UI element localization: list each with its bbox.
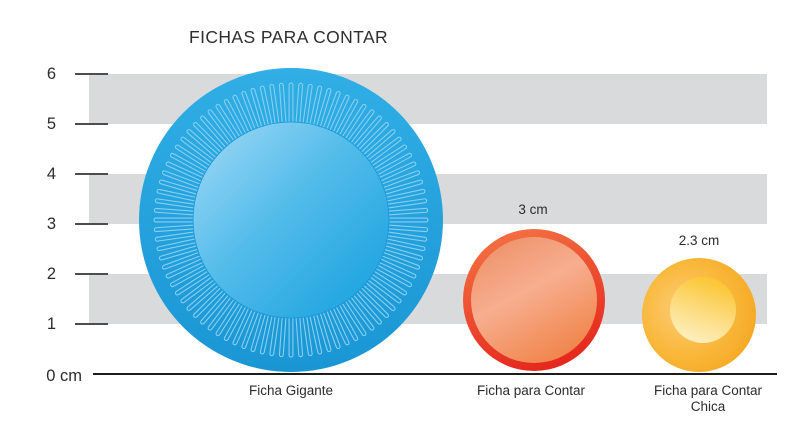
yellow-chip-face	[670, 277, 736, 343]
orange-chip-size-label: 3 cm	[518, 202, 548, 217]
tick-mark-1	[75, 323, 108, 325]
axis-baseline	[93, 373, 777, 375]
orange-chip-face	[471, 237, 597, 363]
axis-tick-label-3: 3	[46, 215, 56, 233]
ficha-para-contar-chica-chip	[642, 258, 756, 372]
tick-mark-2	[75, 273, 108, 275]
tick-mark-4	[75, 173, 108, 175]
ficha-para-contar-chip	[463, 229, 605, 371]
ficha-gigante-label: Ficha Gigante	[181, 383, 401, 399]
axis-tick-label-2: 2	[46, 265, 56, 283]
blue-chip-face	[192, 121, 390, 319]
ficha-para-contar-label-line1: Ficha para Contar	[476, 383, 586, 398]
axis-tick-label-1: 1	[46, 315, 56, 333]
ficha-gigante-chip	[139, 68, 443, 372]
tick-mark-6	[75, 73, 108, 75]
axis-zero-label: 0 cm	[46, 367, 82, 385]
ficha-chica-label-line1: Ficha para Contar	[653, 383, 763, 398]
axis-tick-label-6: 6	[46, 65, 56, 83]
chart-title: FICHAS PARA CONTAR	[189, 27, 389, 47]
ficha-chica-label-line2: Chica	[690, 399, 726, 414]
axis-tick-label-5: 5	[46, 115, 56, 133]
yellow-chip-size-label: 2.3 cm	[678, 233, 720, 248]
axis-tick-label-4: 4	[46, 165, 56, 183]
ficha-para-contar-chica-label: Ficha para Contar Chica	[598, 383, 800, 415]
ficha-para-contar-label: Ficha para Contar	[421, 383, 641, 399]
tick-mark-3	[75, 223, 108, 225]
ficha-gigante-label-line1: Ficha Gigante	[248, 383, 334, 398]
tick-mark-5	[75, 123, 108, 125]
